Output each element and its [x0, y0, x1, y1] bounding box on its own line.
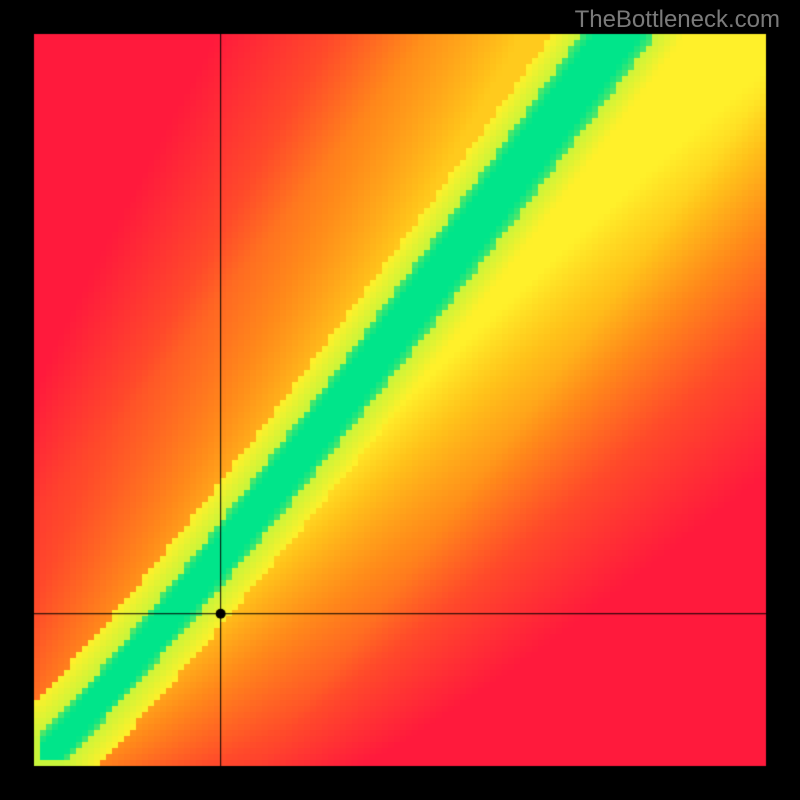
watermark-text: TheBottleneck.com	[575, 6, 780, 34]
chart-container: TheBottleneck.com	[0, 0, 800, 800]
heatmap-canvas	[0, 0, 800, 800]
